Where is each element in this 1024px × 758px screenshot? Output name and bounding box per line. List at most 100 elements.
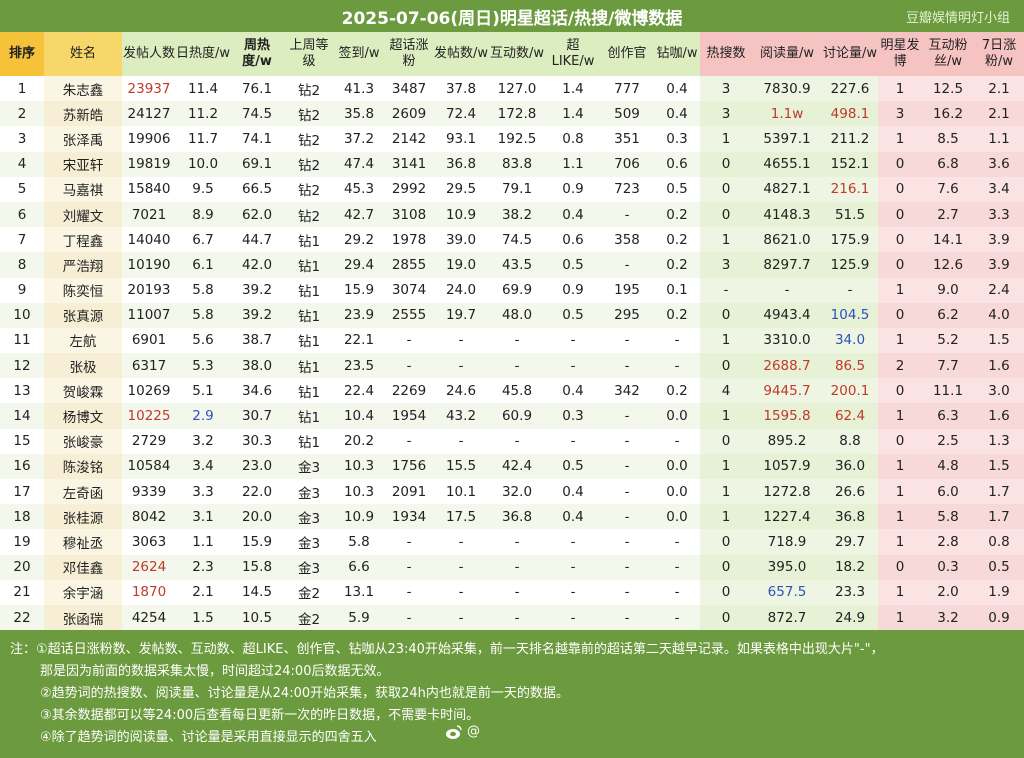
star-name-cell: 张峻豪 [44, 428, 122, 454]
table-cell: 1 [878, 126, 922, 152]
table-cell: 777 [600, 76, 654, 102]
table-cell: 29.5 [434, 176, 488, 202]
table-cell: 24.9 [822, 604, 878, 631]
table-cell: 5.6 [176, 327, 230, 354]
table-cell: 0.2 [654, 201, 700, 228]
table-cell: 1.7 [974, 479, 1024, 505]
table-cell: 2.3 [176, 554, 230, 580]
star-name-cell: 陈浚铭 [44, 453, 122, 479]
table-cell: 0 [878, 201, 922, 228]
table-cell: 0 [878, 554, 922, 580]
table-cell: - [546, 353, 600, 379]
table-cell: 16.2 [922, 101, 974, 127]
table-cell: 42.4 [488, 453, 546, 479]
table-cell: 0 [700, 579, 752, 605]
table-cell: 10.0 [176, 151, 230, 177]
table-cell: 钻1 [284, 403, 334, 429]
star-name-cell: 杨博文 [44, 403, 122, 429]
table-cell: 30.7 [230, 403, 284, 429]
table-cell: 1978 [384, 227, 434, 253]
table-cell: - [434, 604, 488, 631]
table-cell: 22.1 [334, 327, 384, 354]
table-cell: 0.4 [546, 504, 600, 530]
table-cell: 1 [878, 403, 922, 429]
table-cell: 351 [600, 126, 654, 152]
table-cell: 10.4 [334, 403, 384, 429]
table-cell: 10269 [122, 378, 176, 404]
table-cell: 18.2 [822, 554, 878, 580]
table-row: 13 贺峻霖 10269 5.1 34.6 钻1 22.4 2269 24.6 45.8 0.4 34… [0, 378, 1024, 404]
table-cell: 10225 [122, 403, 176, 429]
table-cell: 23.3 [822, 579, 878, 605]
table-cell: 11.7 [176, 126, 230, 152]
table-cell: 10584 [122, 453, 176, 479]
table-cell: 1870 [122, 579, 176, 605]
table-cell: 6.6 [334, 554, 384, 580]
table-cell: 0.2 [654, 252, 700, 278]
table-cell: 0.5 [546, 302, 600, 328]
table-cell: 1 [878, 504, 922, 530]
note-line: ③其余数据都可以等24:00后查看每日更新一次的昨日数据，不需要卡时间。 [40, 708, 480, 723]
table-cell: 1 [878, 453, 922, 479]
table-cell: 23.9 [334, 302, 384, 328]
table-cell: 8621.0 [752, 227, 822, 253]
star-name-cell: 左航 [44, 327, 122, 354]
notes-panel: 注：①超话日涨粉数、发帖数、互动数、超LIKE、创作官、钻咖从23:40开始采集… [0, 634, 1024, 758]
table-cell: - [384, 428, 434, 454]
table-cell: 69.1 [230, 151, 284, 177]
table-cell: 钻2 [284, 151, 334, 177]
table-cell: - [434, 353, 488, 379]
table-cell: 金3 [284, 479, 334, 505]
table-row: 17 左奇函 9339 3.3 22.0 金3 10.3 2091 10.1 32.0 0.4-0.… [0, 479, 1024, 505]
table-cell: 4254 [122, 604, 176, 631]
table-cell: 104.5 [822, 302, 878, 328]
table-cell: - [600, 504, 654, 530]
star-name-cell: 宋亚轩 [44, 151, 122, 177]
table-cell: 金3 [284, 529, 334, 555]
table-cell: 1 [700, 327, 752, 354]
table-cell: 0.6 [654, 151, 700, 177]
table-cell: 2.1 [974, 101, 1024, 127]
table-cell: 0 [700, 604, 752, 631]
table-cell: 4148.3 [752, 201, 822, 228]
table-cell: 3108 [384, 201, 434, 228]
column-header: 排序 [0, 32, 44, 76]
table-cell: 0 [878, 151, 922, 177]
table-cell: 6901 [122, 327, 176, 354]
column-header: 互动粉丝/w [922, 32, 974, 76]
table-cell: 8.5 [922, 126, 974, 152]
table-row: 19 穆祉丞 3063 1.1 15.9 金3 5.8- - - - - -0 718.9 29.7 1 2.… [0, 529, 1024, 555]
table-cell: 11.4 [176, 76, 230, 102]
table-cell: 0 [878, 176, 922, 202]
table-cell: 17 [0, 479, 44, 505]
table-cell: 38.7 [230, 327, 284, 354]
table-cell: 2609 [384, 101, 434, 127]
table-cell: 5397.1 [752, 126, 822, 152]
table-cell: 8 [0, 252, 44, 278]
column-header: 互动数/w [488, 32, 546, 76]
star-name-cell: 邓佳鑫 [44, 554, 122, 580]
table-cell: 7.7 [922, 353, 974, 379]
table-cell: 0 [700, 353, 752, 379]
table-row: 15 张峻豪 2729 3.2 30.3 钻1 20.2- - - - - -0 895.2 8.8 0 2.… [0, 428, 1024, 454]
table-cell: 11007 [122, 302, 176, 328]
table-cell: 5.8 [176, 302, 230, 328]
table-cell: 19906 [122, 126, 176, 152]
star-name-cell: 陈奕恒 [44, 277, 122, 303]
table-cell: 5 [0, 176, 44, 202]
table-cell: 1.1w [752, 101, 822, 127]
table-cell: 74.5 [488, 227, 546, 253]
table-cell: 3.3 [974, 201, 1024, 228]
table-row: 18 张桂源 8042 3.1 20.0 金3 10.9 1934 17.5 36.8 0.4-0.… [0, 504, 1024, 530]
table-cell: 1.5 [974, 453, 1024, 479]
table-cell: 60.9 [488, 403, 546, 429]
table-cell: 6.0 [922, 479, 974, 505]
table-cell: 2.7 [922, 201, 974, 228]
table-cell: - [822, 277, 878, 303]
table-cell: 钻1 [284, 302, 334, 328]
table-cell: 42.7 [334, 201, 384, 228]
table-cell: - [654, 604, 700, 631]
table-cell: 1.5 [974, 327, 1024, 354]
table-cell: 2142 [384, 126, 434, 152]
table-cell: 39.2 [230, 277, 284, 303]
